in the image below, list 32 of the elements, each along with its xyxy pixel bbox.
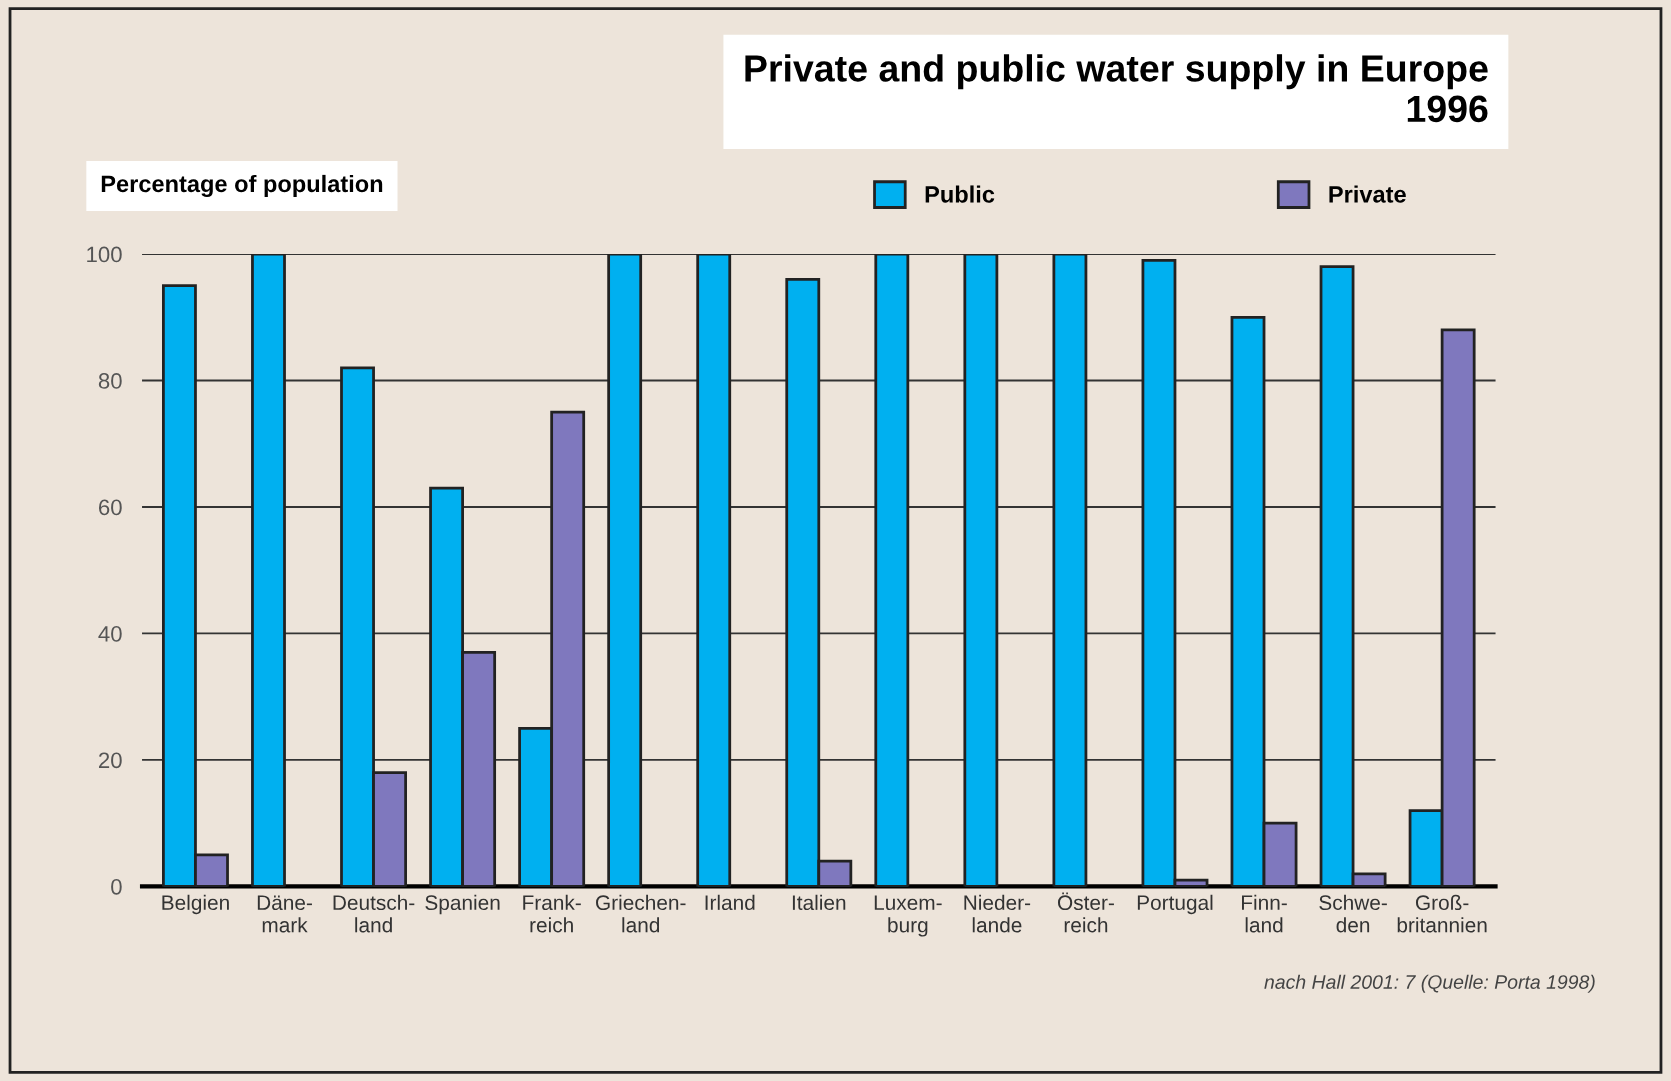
y-tick-label: 100 xyxy=(87,246,122,263)
x-tick-label: Irland xyxy=(705,894,755,911)
x-tick-label: Groß- britannien xyxy=(1397,894,1487,933)
x-tick-label: Däne- mark xyxy=(257,895,312,933)
bar xyxy=(963,254,999,887)
y-tick-label: 80 xyxy=(98,373,122,389)
y-tick-label: 20 xyxy=(98,752,122,769)
x-tick-label: Portugal xyxy=(1137,894,1213,915)
bar xyxy=(251,254,286,887)
chart-title: Private and public water supply in Europe 1996 xyxy=(745,54,1488,123)
x-tick-label: Finn- land xyxy=(1242,894,1287,933)
x-tick-label: Griechen- land xyxy=(596,894,686,933)
x-tick-label: Nieder- lande xyxy=(964,894,1031,933)
x-tick-label: Spanien xyxy=(425,894,500,915)
x-tick-label: Schwe- den xyxy=(1319,894,1387,933)
y-axis-title: Percentage of population xyxy=(101,174,383,197)
x-tick-label: Öster- reich xyxy=(1057,892,1114,933)
legend-label: Private xyxy=(1329,185,1406,203)
x-tick-label: Belgien xyxy=(162,894,229,915)
legend-label: Public xyxy=(925,185,995,203)
bar xyxy=(1052,254,1088,887)
y-tick-label: 0 xyxy=(111,878,122,895)
bar xyxy=(696,254,732,887)
bar xyxy=(607,254,643,887)
bar xyxy=(874,254,910,887)
x-tick-label: Luxem- burg xyxy=(874,895,942,937)
text: nach Hall 2001: 7 (Quelle: Porta 1998) xyxy=(1264,974,1595,993)
y-tick-label: 60 xyxy=(99,499,122,516)
y-tick-label: 40 xyxy=(98,626,122,642)
x-tick-label: Deutsch- land xyxy=(333,894,415,933)
x-tick-label: Frank- reich xyxy=(523,894,581,933)
x-tick-label: Italien xyxy=(792,894,846,911)
